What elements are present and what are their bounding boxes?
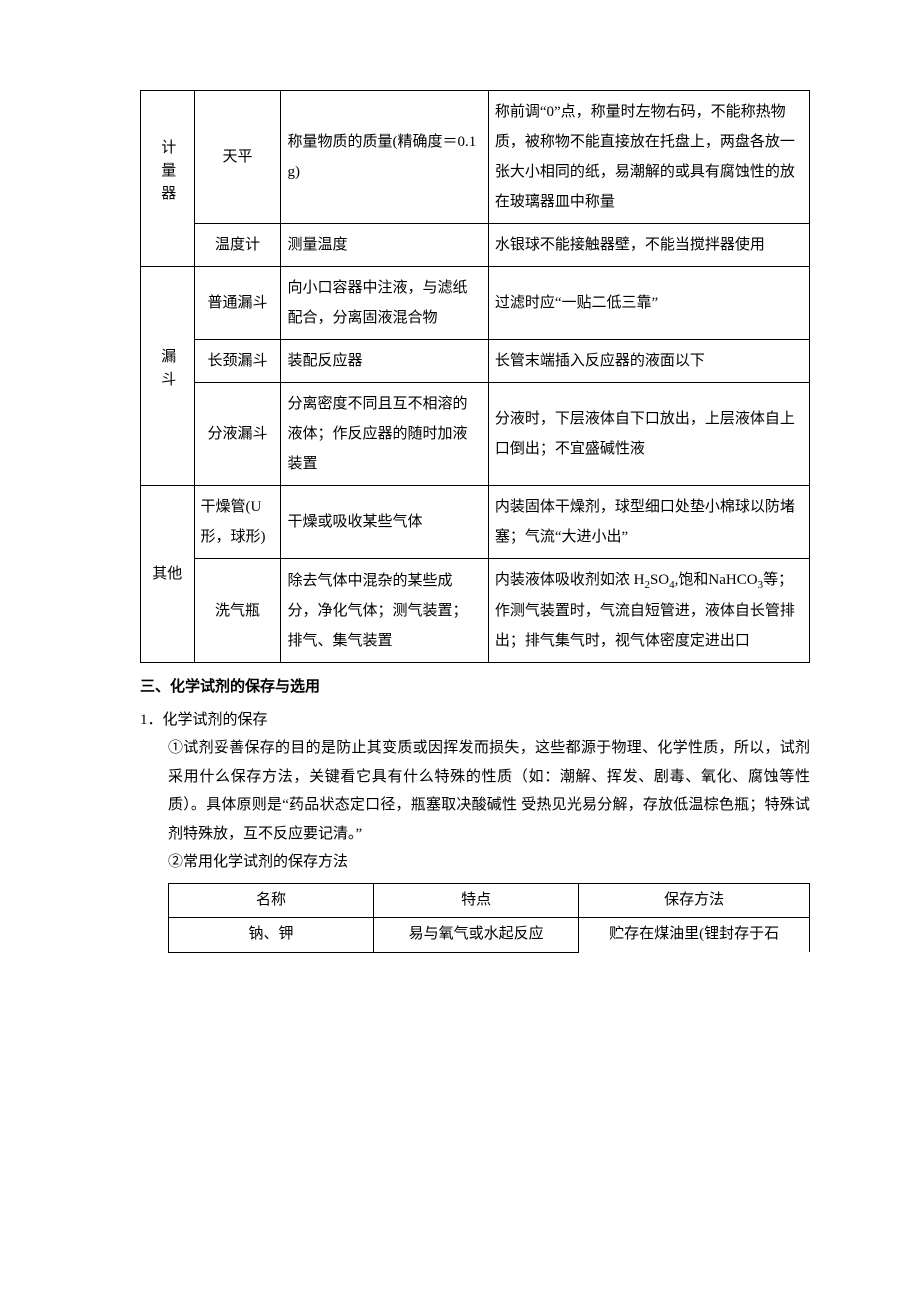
col-header: 名称 [169,883,374,918]
cell-use: 除去气体中混杂的某些成分，净化气体；测气装置；排气、集气装置 [281,559,488,663]
cell-text: 漏斗 [152,348,182,394]
equipment-table: 计量器 天平 称量物质的质量(精确度＝0.1 g) 称前调“0”点，称量时左物右… [140,90,810,663]
cell-category: 其他 [141,486,195,663]
cell-use: 测量温度 [281,224,488,267]
cell-name: 温度计 [194,224,281,267]
cell-text: 计量器 [152,139,182,208]
cell-note: 内装固体干燥剂，球型细口处垫小棉球以防堵塞；气流“大进小出” [488,486,809,559]
paragraph: ①试剂妥善保存的目的是防止其变质或因挥发而损失，这些都源于物理、化学性质，所以，… [168,734,810,848]
cell-category: 漏斗 [141,267,195,486]
cell-note: 称前调“0”点，称量时左物右码，不能称热物质，被称物不能直接放在托盘上，两盘各放… [488,91,809,224]
table-header-row: 名称 特点 保存方法 [169,883,810,918]
cell: 贮存在煤油里(锂封存于石 [579,918,810,953]
storage-table: 名称 特点 保存方法 钠、钾 易与氧气或水起反应 贮存在煤油里(锂封存于石 [168,883,810,953]
table-row: 钠、钾 易与氧气或水起反应 贮存在煤油里(锂封存于石 [169,918,810,953]
cell-use: 装配反应器 [281,340,488,383]
cell-name: 干燥管(U形，球形) [194,486,281,559]
table-row: 洗气瓶 除去气体中混杂的某些成分，净化气体；测气装置；排气、集气装置 内装液体吸… [141,559,810,663]
cell: 钠、钾 [169,918,374,953]
cell-note: 分液时，下层液体自下口放出，上层液体自上口倒出；不宜盛碱性液 [488,383,809,486]
cell-name: 长颈漏斗 [194,340,281,383]
cell-use: 称量物质的质量(精确度＝0.1 g) [281,91,488,224]
cell-note: 内装液体吸收剂如浓 H2SO4,饱和NaHCO3等；作测气装置时，气流自短管进，… [488,559,809,663]
table-row: 温度计 测量温度 水银球不能接触器壁，不能当搅拌器使用 [141,224,810,267]
cell-note: 长管末端插入反应器的液面以下 [488,340,809,383]
table-row: 长颈漏斗 装配反应器 长管末端插入反应器的液面以下 [141,340,810,383]
list-item-number: 1．化学试剂的保存 [140,706,810,735]
cell-category: 计量器 [141,91,195,267]
cell-use: 向小口容器中注液，与滤纸配合，分离固液混合物 [281,267,488,340]
cell-note: 过滤时应“一贴二低三靠” [488,267,809,340]
cell-name: 普通漏斗 [194,267,281,340]
paragraph: ②常用化学试剂的保存方法 [168,848,810,877]
table-row: 漏斗 普通漏斗 向小口容器中注液，与滤纸配合，分离固液混合物 过滤时应“一贴二低… [141,267,810,340]
cell-name: 天平 [194,91,281,224]
table-row: 其他 干燥管(U形，球形) 干燥或吸收某些气体 内装固体干燥剂，球型细口处垫小棉… [141,486,810,559]
cell-name: 洗气瓶 [194,559,281,663]
cell-use: 分离密度不同且互不相溶的液体；作反应器的随时加液装置 [281,383,488,486]
cell-note: 水银球不能接触器壁，不能当搅拌器使用 [488,224,809,267]
cell-name: 分液漏斗 [194,383,281,486]
table-row: 计量器 天平 称量物质的质量(精确度＝0.1 g) 称前调“0”点，称量时左物右… [141,91,810,224]
table-row: 分液漏斗 分离密度不同且互不相溶的液体；作反应器的随时加液装置 分液时，下层液体… [141,383,810,486]
col-header: 保存方法 [579,883,810,918]
col-header: 特点 [374,883,579,918]
cell: 易与氧气或水起反应 [374,918,579,953]
cell-use: 干燥或吸收某些气体 [281,486,488,559]
section-heading: 三、化学试剂的保存与选用 [140,673,810,702]
